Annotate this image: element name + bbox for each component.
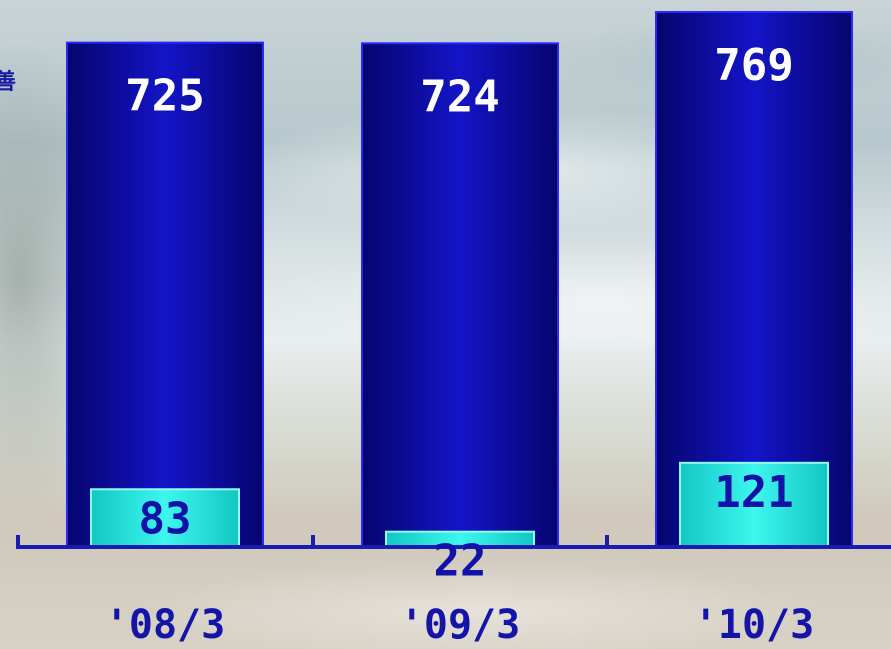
x-tick-label-0: '08/3 xyxy=(105,602,225,648)
x-tick-label-2: '10/3 xyxy=(694,602,814,648)
bar-total-0 xyxy=(66,41,264,549)
data-label-part-2: 121 xyxy=(714,467,793,518)
data-label-part-1: 22 xyxy=(434,536,487,587)
x-tick-label-1: '09/3 xyxy=(400,602,520,648)
bar-total-2 xyxy=(655,11,853,548)
bar-part-0 xyxy=(90,488,240,548)
data-label-total-0: 725 xyxy=(125,71,204,122)
data-label-total-2: 769 xyxy=(714,40,793,91)
cropped-left-text: 善 xyxy=(0,70,17,95)
bar-part-2 xyxy=(679,461,829,548)
bars-layer xyxy=(66,11,853,549)
x-axis xyxy=(16,535,891,549)
data-label-total-1: 724 xyxy=(420,71,499,122)
labels-layer: 725 83 '08/3 724 22 '09/3 769 121 '10/3 xyxy=(105,40,814,648)
data-label-part-0: 83 xyxy=(139,493,192,544)
